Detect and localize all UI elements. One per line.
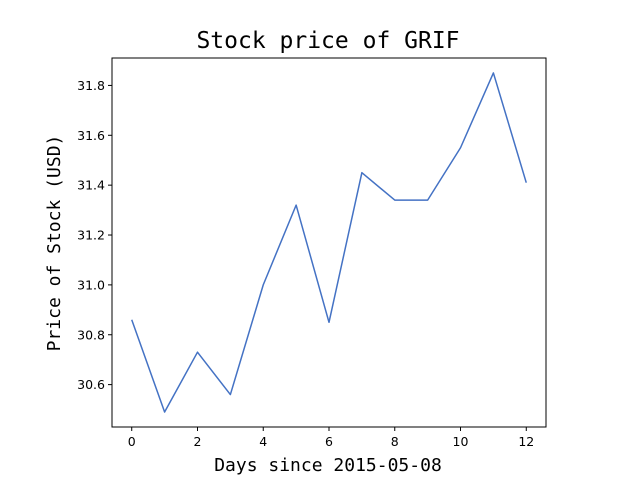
y-tick-label: 31.4 (77, 178, 105, 193)
y-tick-label: 31.6 (77, 128, 105, 143)
y-axis-label: Price of Stock (USD) (44, 135, 65, 352)
y-tick-label: 30.8 (77, 327, 105, 342)
x-tick-label: 12 (518, 434, 534, 449)
x-tick-label: 8 (391, 434, 399, 449)
x-tick-label: 4 (259, 434, 267, 449)
y-tick-label: 30.6 (77, 377, 105, 392)
x-tick-label: 10 (453, 434, 469, 449)
y-tick-label: 31.2 (77, 228, 105, 243)
x-tick-label: 2 (194, 434, 202, 449)
chart-title: Stock price of GRIF (196, 28, 459, 54)
series-line (131, 72, 527, 413)
x-tick-label: 0 (128, 434, 136, 449)
y-tick-label: 31.8 (77, 78, 105, 93)
plot-area: 0 2 4 6 8 10 12 30.6 30.8 31.0 31.2 31.4 31.6 31.8 (77, 57, 547, 449)
y-tick-label: 31.0 (77, 277, 105, 292)
x-tick-label: 6 (325, 434, 333, 449)
x-axis-label: Days since 2015-05-08 (214, 455, 442, 476)
